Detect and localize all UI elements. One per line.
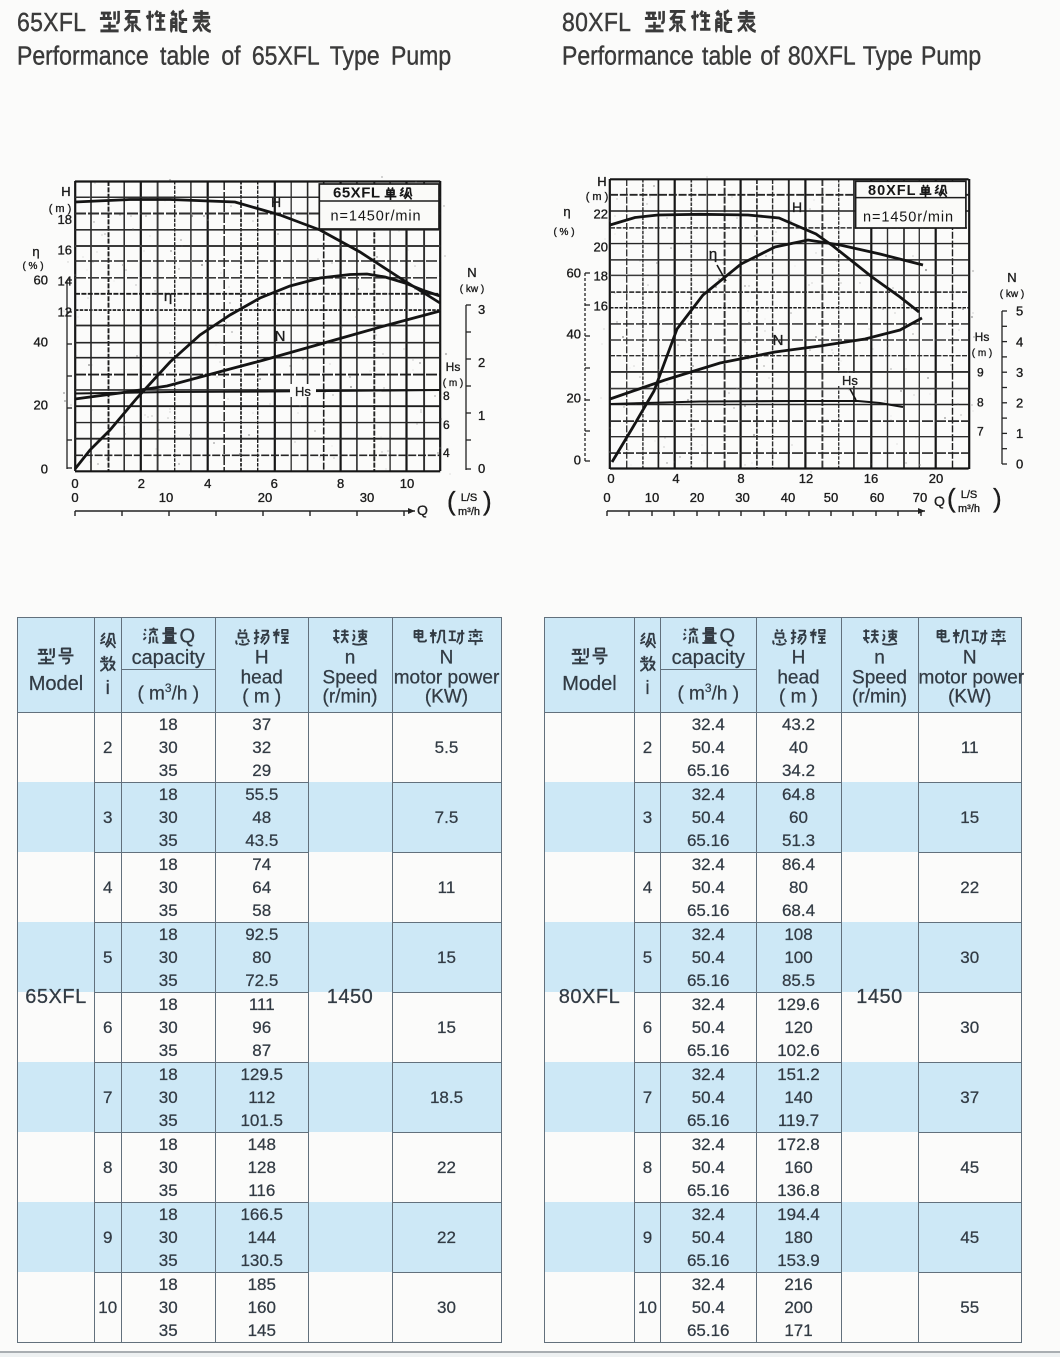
svg-text:3: 3 [1016,365,1023,380]
svg-text:65XFL: 65XFL [333,185,381,202]
svg-text:n=1450r/min: n=1450r/min [331,209,422,225]
svg-text:50: 50 [824,490,838,505]
svg-text:0: 0 [71,490,78,505]
svg-text:60: 60 [34,273,48,288]
svg-text:0: 0 [478,461,485,476]
svg-text:4: 4 [204,476,211,491]
svg-text:Hs: Hs [975,330,990,344]
svg-text:14: 14 [58,274,72,289]
svg-text:18: 18 [594,269,608,284]
svg-text:0: 0 [1016,457,1023,472]
svg-text:4: 4 [443,446,450,460]
svg-text:η: η [164,288,172,305]
svg-text:( m ): ( m ) [586,191,609,203]
svg-text:N: N [773,332,784,349]
svg-text:1: 1 [1016,426,1023,441]
svg-text:0: 0 [603,490,610,505]
svg-text:16: 16 [864,471,878,486]
svg-text:40: 40 [781,490,795,505]
svg-text:H: H [792,199,802,215]
svg-text:H: H [61,184,70,199]
svg-text:60: 60 [870,490,884,505]
svg-text:20: 20 [594,240,608,255]
svg-text:70: 70 [913,490,927,505]
svg-text:n=1450r/min: n=1450r/min [863,210,954,226]
svg-text:): ) [993,483,1002,513]
svg-text:20: 20 [567,391,581,406]
svg-text:7: 7 [977,425,984,439]
svg-text:16: 16 [58,243,72,258]
svg-text:L/S: L/S [961,489,978,501]
svg-text:0: 0 [41,462,48,477]
svg-text:8: 8 [443,389,450,403]
svg-text:H: H [597,174,606,189]
svg-text:20: 20 [929,471,943,486]
svg-text:2: 2 [1016,396,1023,411]
svg-text:10: 10 [159,490,173,505]
svg-text:3: 3 [478,302,485,317]
svg-text:Q: Q [417,502,428,518]
svg-text:2: 2 [478,355,485,370]
svg-text:18: 18 [58,212,72,227]
svg-text:60: 60 [567,266,581,281]
svg-text:( kw ): ( kw ) [460,284,484,295]
svg-text:m³/h: m³/h [458,506,480,518]
svg-text:L/S: L/S [461,492,478,504]
svg-text:H: H [271,194,281,210]
svg-text:6: 6 [443,418,450,432]
svg-text:( m ): ( m ) [972,348,993,359]
svg-text:5: 5 [1016,304,1023,319]
svg-text:30: 30 [735,490,749,505]
svg-text:η: η [709,246,717,263]
svg-text:N: N [1007,270,1016,285]
svg-text:(: ( [447,486,456,516]
svg-text:20: 20 [34,398,48,413]
svg-text:10: 10 [645,490,659,505]
svg-text:1: 1 [478,408,485,423]
svg-text:6: 6 [271,476,278,491]
svg-text:N: N [467,265,476,280]
svg-text:( m ): ( m ) [49,203,72,215]
svg-text:2: 2 [138,476,145,491]
svg-text:(: ( [947,483,956,513]
svg-text:( kw ): ( kw ) [1000,289,1024,300]
svg-text:10: 10 [400,476,414,491]
svg-text:8: 8 [977,396,984,410]
svg-text:12: 12 [58,305,72,320]
svg-text:( % ): ( % ) [553,227,574,238]
svg-text:( m ): ( m ) [443,378,464,389]
svg-text:0: 0 [607,471,614,486]
svg-text:( % ): ( % ) [22,261,43,272]
svg-text:η: η [32,244,39,259]
svg-text:9: 9 [977,366,984,380]
svg-text:40: 40 [34,335,48,350]
svg-text:0: 0 [71,476,78,491]
svg-text:N: N [275,328,286,345]
svg-text:Hs: Hs [295,384,311,399]
svg-text:16: 16 [594,299,608,314]
svg-text:Hs: Hs [446,360,461,374]
svg-text:8: 8 [337,476,344,491]
svg-text:4: 4 [672,471,679,486]
svg-text:20: 20 [690,490,704,505]
svg-text:30: 30 [360,490,374,505]
svg-text:0: 0 [574,453,581,468]
svg-text:η: η [563,204,570,219]
svg-text:4: 4 [1016,334,1023,349]
svg-text:8: 8 [737,471,744,486]
svg-text:): ) [483,486,492,516]
svg-text:40: 40 [567,327,581,342]
svg-text:80XFL: 80XFL [868,183,917,199]
svg-text:m³/h: m³/h [958,503,980,515]
svg-text:Q: Q [934,493,945,509]
svg-text:Hs: Hs [842,373,858,388]
svg-text:12: 12 [799,471,813,486]
svg-text:20: 20 [258,490,272,505]
svg-text:22: 22 [594,207,608,222]
